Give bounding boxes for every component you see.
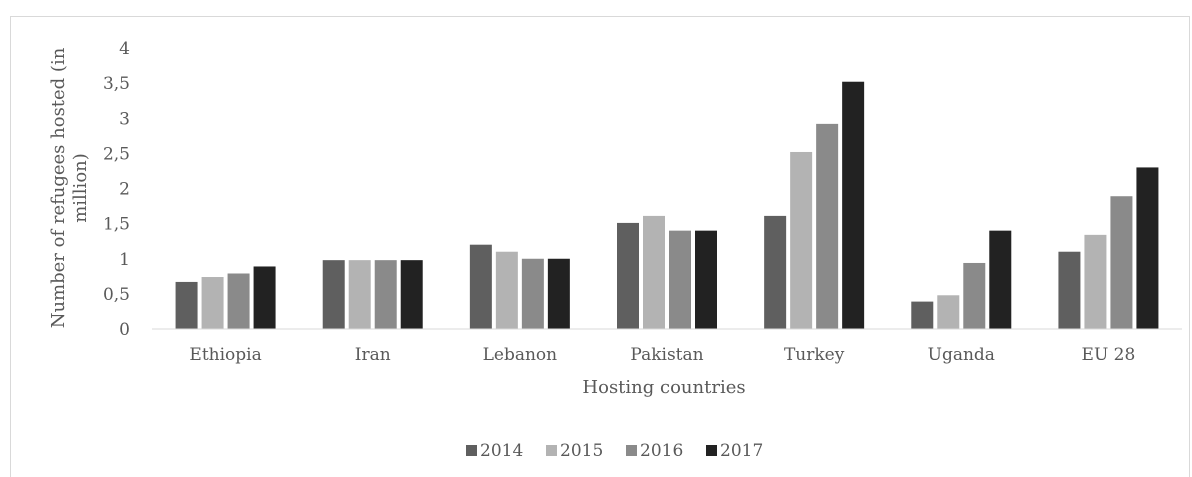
y-tick-label: 2 <box>119 180 130 200</box>
bar-2017-turkey <box>842 81 865 329</box>
bar-2015-iran <box>348 260 371 329</box>
bar-2016-lebanon <box>521 258 544 329</box>
bar-2014-uganda <box>911 301 934 329</box>
bar-2015-ethiopia <box>201 277 224 329</box>
x-tick-label: Ethiopia <box>189 345 261 365</box>
y-tick-label: 3,5 <box>103 74 130 94</box>
legend-swatch-2017 <box>706 445 717 456</box>
bar-2015-eu-28 <box>1084 234 1107 329</box>
bar-2014-lebanon <box>469 244 492 329</box>
bar-2016-turkey <box>816 123 839 330</box>
legend-swatch-2016 <box>626 445 637 456</box>
legend-swatch-2015 <box>546 445 557 456</box>
x-tick-label: EU 28 <box>1082 345 1136 365</box>
bar-2016-uganda <box>963 262 986 329</box>
bar-2016-iran <box>374 260 397 329</box>
y-axis-title: Number of refugees hosted (in million) <box>48 47 91 328</box>
bar-2014-eu-28 <box>1058 251 1081 329</box>
y-tick-label: 2,5 <box>103 144 130 164</box>
bar-2016-eu-28 <box>1110 196 1133 329</box>
bar-2015-turkey <box>790 151 813 329</box>
legend-label-2016: 2016 <box>640 441 683 461</box>
bar-2014-turkey <box>764 215 787 329</box>
bar-2014-pakistan <box>617 222 639 329</box>
bar-2014-ethiopia <box>175 281 198 329</box>
bars <box>175 81 1159 330</box>
y-tick-label: 0 <box>119 320 130 340</box>
y-axis-title-line-1: Number of refugees hosted (in <box>48 47 69 328</box>
bar-2015-lebanon <box>495 251 518 329</box>
x-tick-label: Lebanon <box>483 345 558 365</box>
bar-2017-pakistan <box>695 230 717 329</box>
bar-2017-iran <box>400 260 423 329</box>
x-tick-label: Pakistan <box>630 345 703 365</box>
bar-2017-lebanon <box>547 258 570 329</box>
bar-2017-uganda <box>989 230 1012 329</box>
bar-2014-iran <box>322 260 345 329</box>
bar-2016-pakistan <box>669 230 691 329</box>
x-tick-label: Uganda <box>928 345 995 365</box>
y-tick-label: 1,5 <box>103 215 130 235</box>
bar-2017-eu-28 <box>1136 167 1159 329</box>
legend-label-2017: 2017 <box>720 441 763 461</box>
bar-2015-uganda <box>937 295 960 329</box>
x-axis-title: Hosting countries <box>582 377 745 398</box>
y-axis-title-line-2: million) <box>70 153 91 223</box>
legend-swatch-2014 <box>466 445 477 456</box>
bar-2017-ethiopia <box>253 266 276 329</box>
y-tick-label: 0,5 <box>103 285 130 305</box>
bar-2016-ethiopia <box>227 273 250 329</box>
y-tick-label: 4 <box>119 39 130 59</box>
bar-2015-pakistan <box>643 215 665 329</box>
legend-label-2015: 2015 <box>560 441 603 461</box>
x-tick-label: Turkey <box>784 345 845 365</box>
y-tick-label: 3 <box>119 109 130 129</box>
x-tick-label: Iran <box>355 345 391 365</box>
y-tick-labels: 0 0,5 1 1,5 2 2,5 3 3,5 4 <box>103 39 130 340</box>
x-tick-labels: Ethiopia Iran Lebanon Pakistan Turkey Uganda E… <box>189 345 1135 365</box>
legend: 2014 2015 2016 2017 <box>466 441 763 461</box>
y-tick-label: 1 <box>119 250 130 270</box>
legend-label-2014: 2014 <box>480 441 523 461</box>
